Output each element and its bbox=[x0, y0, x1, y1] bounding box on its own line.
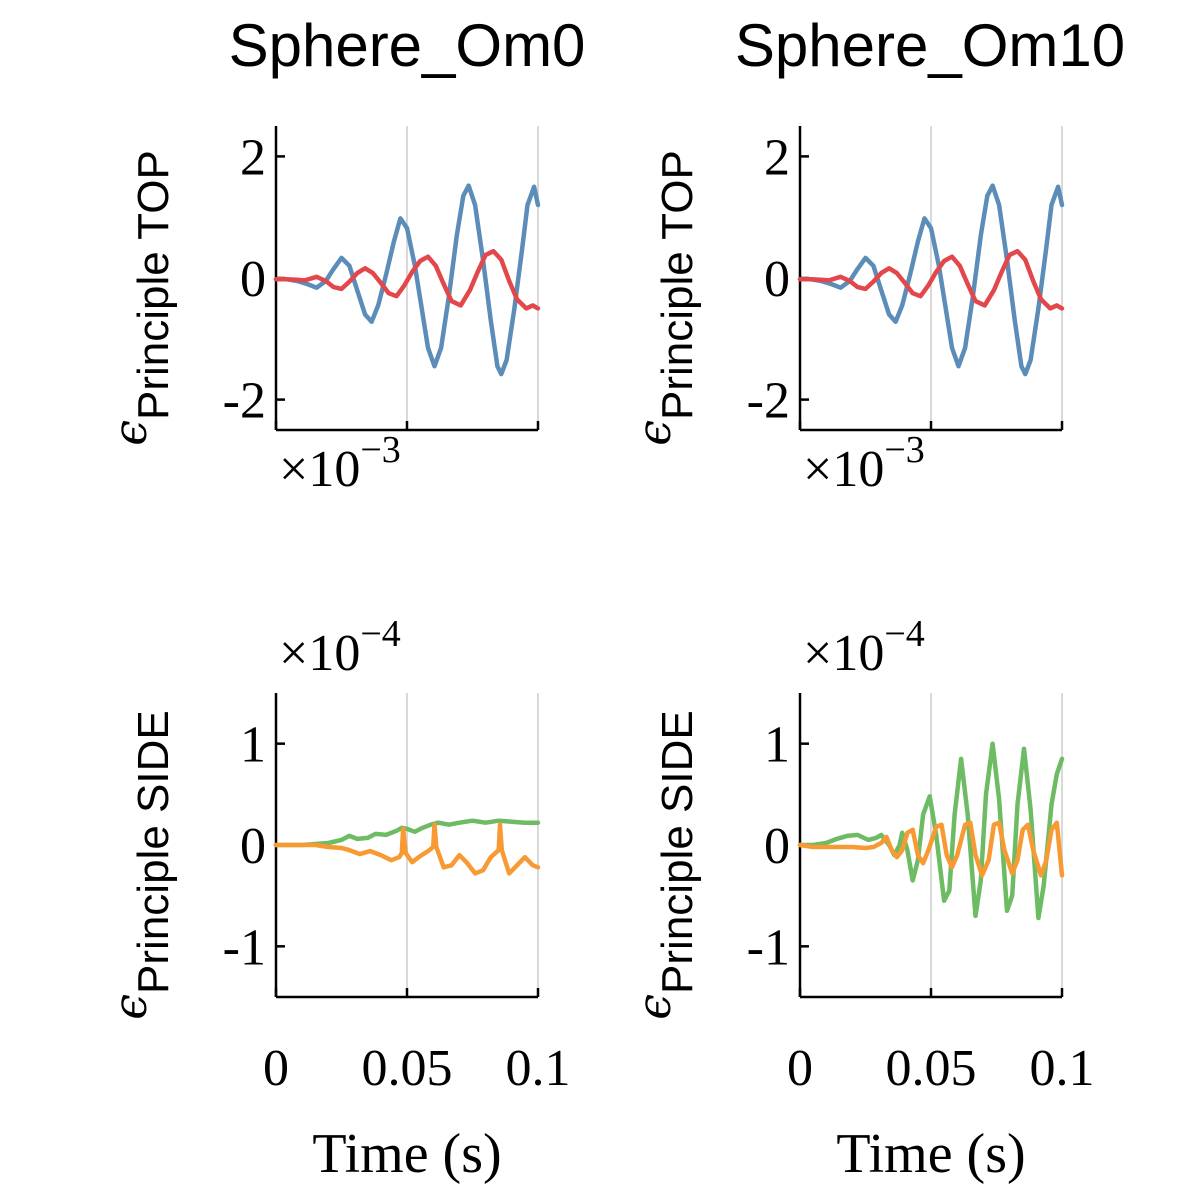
panel-bottom-left-ytick-label-0: 1 bbox=[240, 717, 266, 774]
panel-bottom-right-series-line-0 bbox=[797, 741, 1065, 921]
panel-bottom-right-xtick-label-0: 0 bbox=[787, 1040, 813, 1097]
panel-top-left-series-line-1 bbox=[273, 248, 541, 311]
column-title-right: Sphere_Om10 bbox=[735, 12, 1125, 79]
panel-bottom-right-xtick-label-2: 0.1 bbox=[1030, 1040, 1095, 1097]
panel-bottom-left-series-line-1 bbox=[273, 822, 541, 876]
panel-top-left-multiplier: ×10−3 bbox=[279, 429, 401, 498]
panel-top-left-series-line-0 bbox=[273, 183, 541, 377]
panel-top-right-ytick-label-2: -2 bbox=[747, 373, 790, 430]
column-title-left: Sphere_Om0 bbox=[229, 12, 586, 79]
panel-top-left-ytick-label-1: 0 bbox=[240, 251, 266, 308]
panel-top-left-y-label: ϵPrinciple TOP bbox=[103, 150, 178, 446]
panel-bottom-left-y-label: ϵPrinciple SIDE bbox=[103, 710, 178, 1019]
panel-bottom-right-ytick-label-2: -1 bbox=[747, 919, 790, 976]
panel-top-right-y-label: ϵPrinciple TOP bbox=[627, 150, 702, 446]
panel-top-left-ytick-label-0: 2 bbox=[240, 129, 266, 186]
panel-bottom-left-xtick-label-1: 0.05 bbox=[362, 1040, 453, 1097]
panel-top-right-ytick-label-1: 0 bbox=[764, 251, 790, 308]
panel-bottom-left-ytick-label-2: -1 bbox=[223, 919, 266, 976]
panel-bottom-right-series-line-1 bbox=[797, 820, 1065, 878]
panel-bottom-right-xtick-label-1: 0.05 bbox=[886, 1040, 977, 1097]
panel-top-right-multiplier: ×10−3 bbox=[803, 429, 925, 498]
panel-bottom-left-multiplier: ×10−4 bbox=[279, 613, 401, 682]
panel-bottom-left-x-label: Time (s) bbox=[312, 1123, 501, 1185]
panel-top-right-series-line-1 bbox=[797, 248, 1065, 311]
panel-bottom-left-ytick-label-1: 0 bbox=[240, 818, 266, 875]
panel-bottom-right-ytick-label-1: 0 bbox=[764, 818, 790, 875]
panel-top-right-series-line-0 bbox=[797, 183, 1065, 377]
panel-top-left-ytick-label-2: -2 bbox=[223, 373, 266, 430]
panel-bottom-right-x-label: Time (s) bbox=[836, 1123, 1025, 1185]
panel-bottom-right-ytick-label-0: 1 bbox=[764, 717, 790, 774]
panel-top-right-ytick-label-0: 2 bbox=[764, 129, 790, 186]
panel-bottom-right-y-label: ϵPrinciple SIDE bbox=[627, 710, 702, 1019]
panel-bottom-left-xtick-label-2: 0.1 bbox=[506, 1040, 571, 1097]
panel-bottom-left-xtick-label-0: 0 bbox=[263, 1040, 289, 1097]
panel-bottom-right-multiplier: ×10−4 bbox=[803, 613, 925, 682]
